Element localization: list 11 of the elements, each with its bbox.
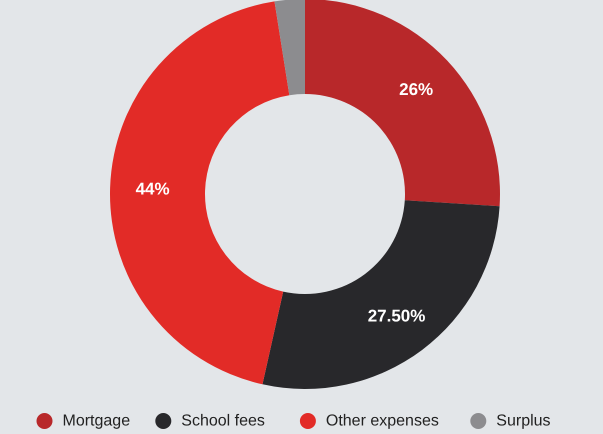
donut-slice (262, 200, 500, 389)
donut-slice (274, 0, 305, 96)
legend-label: Mortgage (62, 412, 130, 430)
legend-label: Surplus (496, 412, 551, 430)
legend-label: Other expenses (326, 412, 439, 430)
data-label: 27.50% (368, 306, 426, 326)
donut-slice (305, 0, 500, 206)
donut-slice (110, 1, 290, 384)
data-label: 26% (399, 80, 434, 100)
data-label: 44% (136, 180, 170, 199)
legend-label: School fees (181, 412, 265, 430)
